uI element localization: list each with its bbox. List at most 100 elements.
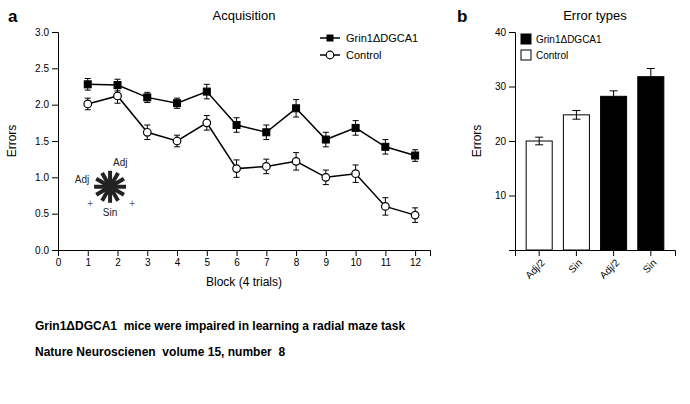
tick: 3.0 <box>35 27 58 38</box>
tick-label: Adj/2 <box>523 257 547 281</box>
tick-label: 40 <box>495 27 507 38</box>
plot-area <box>84 79 419 223</box>
series <box>84 79 418 162</box>
axis-line <box>59 251 431 257</box>
tick-label: 10 <box>351 257 363 268</box>
title: Acquisition <box>213 8 276 23</box>
tick-mark <box>539 250 540 256</box>
tick-label: 6 <box>234 257 240 268</box>
annotation: Sin <box>103 207 117 218</box>
tick: 0.5 <box>35 208 58 219</box>
tick-mark <box>415 250 416 256</box>
tick-label: 3 <box>145 257 151 268</box>
tick-mark <box>177 250 178 256</box>
tick-mark <box>385 250 386 256</box>
error-bar <box>204 116 210 131</box>
tick-mark <box>52 68 58 69</box>
tick-label: 10 <box>495 190 507 201</box>
tick: 40 <box>495 27 515 38</box>
error-bar <box>174 135 180 147</box>
legend-label: Grin1ΔDGCA1 <box>536 34 602 45</box>
tick-mark <box>52 214 58 215</box>
tick: 5 <box>205 250 211 268</box>
tick-mark <box>509 141 515 142</box>
axis-line <box>516 251 676 257</box>
error-bar <box>85 79 91 91</box>
tick-label: 2.0 <box>35 99 49 110</box>
marker <box>322 174 330 182</box>
legend-label: Control <box>346 49 381 61</box>
panel-label: b <box>457 7 467 26</box>
error-bar <box>293 100 299 117</box>
annotation: + <box>129 198 135 209</box>
legend-item: Grin1ΔDGCA1 <box>320 32 418 44</box>
tick: 2.0 <box>35 99 58 110</box>
tick-label: 2.5 <box>35 63 49 74</box>
marker <box>114 82 121 89</box>
marker <box>411 211 419 219</box>
marker <box>233 165 241 173</box>
tick-label: 7 <box>264 257 270 268</box>
tick-mark <box>509 87 515 88</box>
panel-label: a <box>8 7 18 26</box>
marker <box>174 100 181 107</box>
tick-mark <box>296 250 297 256</box>
tick-mark <box>266 250 267 256</box>
tick: Sin <box>566 250 584 275</box>
error-bar <box>382 198 388 215</box>
error-bar <box>234 160 240 177</box>
error-bar <box>204 84 210 99</box>
title: Error types <box>563 8 627 23</box>
bar <box>526 141 552 250</box>
marker <box>352 170 360 178</box>
tick-label: 0 <box>56 257 62 268</box>
tick-label: 9 <box>324 257 330 268</box>
tick-mark <box>613 250 614 256</box>
legend-item: Grin1ΔDGCA1 <box>521 34 602 45</box>
x-axis: Adj/2 Sin Adj/2 Sin <box>516 250 676 281</box>
tick-mark <box>52 105 58 106</box>
tick-label: 5 <box>205 257 211 268</box>
tick-label: 1.0 <box>35 172 49 183</box>
x-axis-title: Block (4 trials) <box>206 275 282 289</box>
tick: 11 <box>381 250 392 268</box>
tick-mark <box>52 177 58 178</box>
error-bar <box>234 118 240 133</box>
tick-label: 1 <box>85 257 91 268</box>
marker <box>173 137 181 145</box>
error-bar <box>85 98 91 110</box>
y-axis: 0.00.51.01.52.02.53.0 <box>35 27 58 256</box>
marker <box>233 122 240 129</box>
tick-mark <box>147 250 148 256</box>
marker <box>292 158 300 166</box>
tick: 12 <box>410 250 422 268</box>
tick: Adj/2 <box>597 250 621 281</box>
series <box>526 110 589 250</box>
tick-label: Sin <box>566 257 584 275</box>
tick: 0.0 <box>35 245 58 256</box>
y-axis-title: Errors <box>470 125 484 158</box>
tick: 10 <box>351 250 363 268</box>
tick-label: Adj/2 <box>597 257 621 281</box>
tick-label: 0.5 <box>35 208 49 219</box>
tick: Adj/2 <box>523 250 547 281</box>
error-bar <box>174 98 180 108</box>
tick: Sin <box>641 250 659 275</box>
error-bar <box>353 165 359 182</box>
maze-arm <box>102 173 118 201</box>
caption: Nature Neuroscienen volume 15, number 8 <box>35 345 285 359</box>
error-bar <box>353 121 359 136</box>
marker <box>263 129 270 136</box>
error-bar <box>382 140 388 155</box>
tick-mark <box>52 32 58 33</box>
error-bar <box>293 153 299 170</box>
error-bar <box>412 150 418 162</box>
marker <box>203 119 211 127</box>
error-bar <box>610 91 618 102</box>
error-bar <box>263 159 269 174</box>
legend-item: Control <box>521 50 568 61</box>
legend-label: Grin1ΔDGCA1 <box>346 32 418 44</box>
tick: 6 <box>234 250 240 268</box>
tick-mark <box>52 141 58 142</box>
x-axis: 0123456789101112 <box>56 250 431 268</box>
